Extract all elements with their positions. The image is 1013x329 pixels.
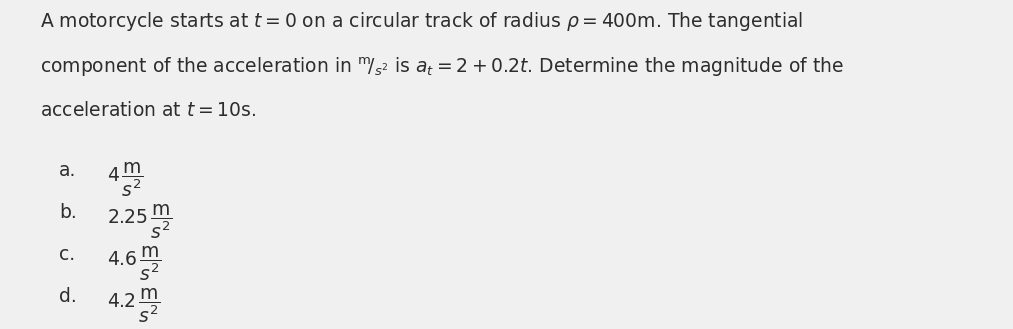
Text: b.: b.: [59, 203, 77, 222]
Text: component of the acceleration in $^{\mathrm{m}}\!/_{s^2}$ is $a_t = 2 + 0.2t$. D: component of the acceleration in $^{\mat…: [40, 56, 844, 79]
Text: acceleration at $t = 10$s.: acceleration at $t = 10$s.: [40, 101, 256, 119]
Text: A motorcycle starts at $t = 0$ on a circular track of radius $\rho = 400$m. The : A motorcycle starts at $t = 0$ on a circ…: [40, 11, 803, 34]
Text: $2.25\,\dfrac{\mathrm{m}}{s^2}$: $2.25\,\dfrac{\mathrm{m}}{s^2}$: [107, 203, 172, 241]
Text: $4\,\dfrac{\mathrm{m}}{s^2}$: $4\,\dfrac{\mathrm{m}}{s^2}$: [107, 161, 144, 199]
Text: $4.2\,\dfrac{\mathrm{m}}{s^2}$: $4.2\,\dfrac{\mathrm{m}}{s^2}$: [107, 287, 160, 325]
Text: a.: a.: [59, 161, 76, 180]
Text: $4.6\,\dfrac{\mathrm{m}}{s^2}$: $4.6\,\dfrac{\mathrm{m}}{s^2}$: [107, 245, 161, 283]
Text: c.: c.: [59, 245, 75, 264]
Text: d.: d.: [59, 287, 77, 306]
